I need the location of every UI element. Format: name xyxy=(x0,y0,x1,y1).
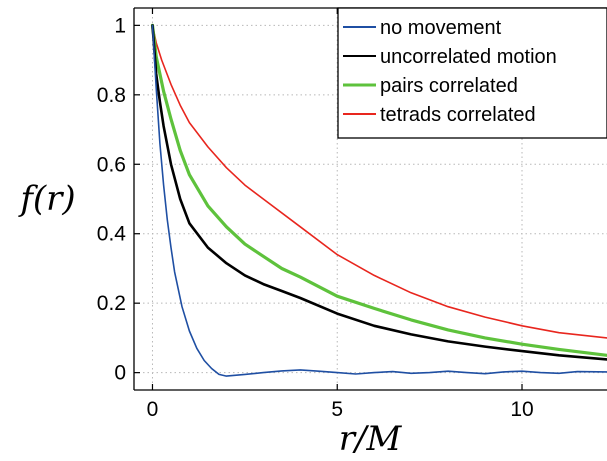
y-tick-label-1: 0.2 xyxy=(97,292,126,315)
y-tick-label-0: 0 xyxy=(114,362,126,385)
x-tick-label-1: 5 xyxy=(331,398,343,421)
legend: no movement uncorrelated motion pairs corr… xyxy=(337,7,607,139)
legend-box xyxy=(337,7,607,139)
y-tick-label-5: 1 xyxy=(114,14,126,37)
x-axis-label: r/M xyxy=(339,419,403,459)
series-line-tetrads-correlated xyxy=(151,24,607,339)
y-tick-label-3: 0.6 xyxy=(97,153,126,176)
series-line-no-movement xyxy=(151,24,607,377)
legend-label-1: uncorrelated motion xyxy=(380,46,557,68)
legend-label-2: pairs correlated xyxy=(380,75,518,97)
series-line-uncorrelated-motion xyxy=(151,24,607,361)
series-line-pairs-correlated xyxy=(150,23,607,357)
legend-label-3: tetrads correlated xyxy=(380,104,536,126)
y-tick-label-4: 0.8 xyxy=(97,84,126,107)
ticks: 0 5 10 0 0.2 0.4 0.6 0.8 1 xyxy=(97,8,534,421)
series-lines xyxy=(150,23,607,377)
x-tick-label-2: 10 xyxy=(510,398,533,421)
y-tick-label-2: 0.4 xyxy=(97,223,127,246)
legend-label-0: no movement xyxy=(380,17,502,39)
y-axis-label: f(r) xyxy=(17,179,75,219)
x-tick-label-0: 0 xyxy=(147,398,159,421)
